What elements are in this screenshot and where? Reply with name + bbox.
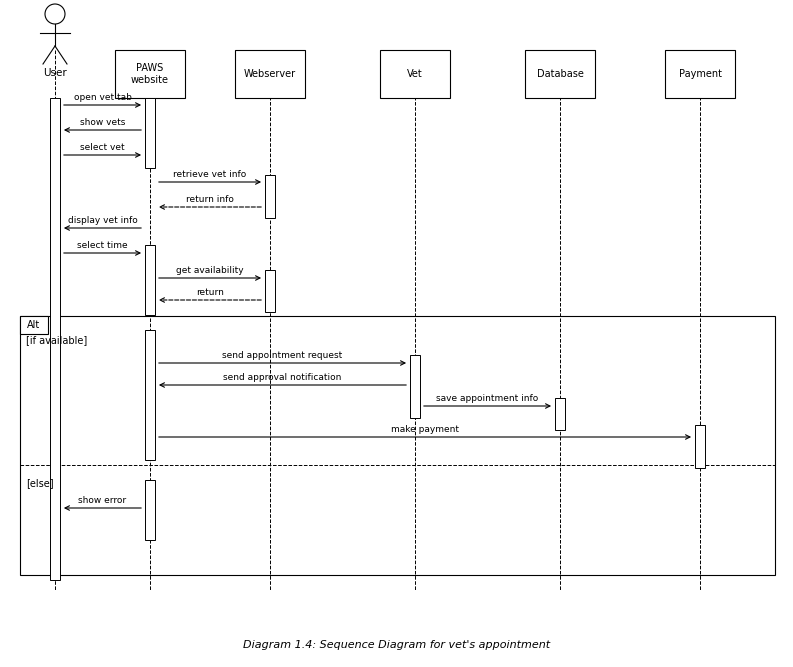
Text: return info: return info	[186, 195, 234, 204]
Text: [if available]: [if available]	[26, 335, 87, 345]
Text: Payment: Payment	[679, 69, 722, 79]
Bar	[50, 98, 60, 580]
Text: save appointment info: save appointment info	[436, 394, 538, 403]
Text: return: return	[196, 288, 224, 297]
Text: send appointment request: send appointment request	[222, 351, 343, 360]
Text: PAWS
website: PAWS website	[131, 63, 169, 85]
Bar	[410, 355, 420, 418]
Text: retrieve vet info: retrieve vet info	[174, 170, 247, 179]
Bar	[265, 175, 275, 218]
Text: display vet info: display vet info	[67, 216, 137, 225]
Text: [else]: [else]	[26, 478, 54, 488]
Text: User: User	[43, 68, 67, 78]
Bar	[265, 270, 275, 312]
Text: show vets: show vets	[80, 118, 125, 127]
Bar	[20, 316, 48, 334]
Text: get availability: get availability	[176, 266, 243, 275]
Text: open vet tab: open vet tab	[74, 93, 132, 102]
Bar	[115, 50, 185, 98]
Bar	[20, 316, 775, 575]
Bar	[145, 245, 155, 315]
Bar	[695, 425, 705, 468]
Bar	[665, 50, 735, 98]
Text: select vet: select vet	[80, 143, 125, 152]
Bar	[145, 330, 155, 460]
Text: Webserver: Webserver	[244, 69, 296, 79]
Text: Alt: Alt	[28, 320, 40, 330]
Bar	[555, 398, 565, 430]
Text: Database: Database	[537, 69, 584, 79]
Text: show error: show error	[79, 496, 127, 505]
Text: select time: select time	[77, 241, 128, 250]
Bar	[145, 98, 155, 168]
Bar	[380, 50, 450, 98]
Text: make payment: make payment	[391, 425, 459, 434]
Text: send approval notification: send approval notification	[224, 373, 342, 382]
Bar	[145, 480, 155, 540]
Bar	[235, 50, 305, 98]
Text: Diagram 1.4: Sequence Diagram for vet's appointment: Diagram 1.4: Sequence Diagram for vet's …	[243, 640, 550, 650]
Text: Vet: Vet	[407, 69, 423, 79]
Bar	[525, 50, 595, 98]
